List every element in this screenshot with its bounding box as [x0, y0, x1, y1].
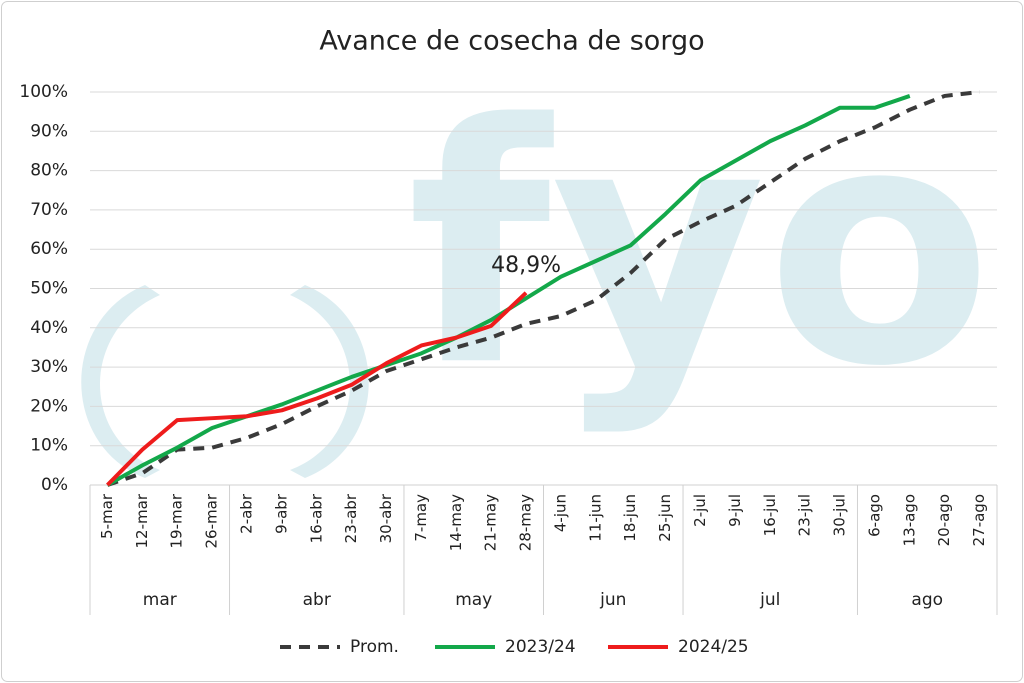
y-tick-label: 60%	[30, 239, 68, 259]
y-tick-label: 20%	[30, 396, 68, 416]
y-tick-label: 90%	[30, 121, 68, 141]
x-tick-label: 2-jul	[691, 494, 709, 527]
legend-label: 2024/25	[678, 637, 749, 657]
x-tick-label: 23-jul	[796, 494, 814, 536]
y-tick-label: 0%	[41, 475, 68, 495]
x-tick-label: 7-may	[412, 494, 430, 542]
x-tick-label: 20-ago	[935, 494, 953, 546]
x-tick-label: 23-abr	[342, 493, 360, 543]
x-tick-label: 9-jul	[726, 494, 744, 527]
watermark-paren	[290, 285, 369, 478]
x-tick-label: 21-may	[482, 494, 500, 551]
x-tick-label: 14-may	[447, 494, 465, 551]
y-tick-label: 100%	[19, 82, 68, 102]
chart-title: Avance de cosecha de sorgo	[319, 26, 704, 57]
y-tick-label: 70%	[30, 200, 68, 220]
x-tick-label: 4-jun	[551, 494, 569, 532]
x-tick-label: 28-may	[517, 494, 535, 551]
x-tick-label: 30-jul	[831, 494, 849, 536]
legend-label: Prom.	[350, 637, 399, 657]
group-label: ago	[911, 590, 943, 610]
x-tick-label: 19-mar	[168, 493, 186, 548]
group-label: may	[455, 590, 492, 610]
x-tick-label: 16-jul	[761, 494, 779, 536]
x-tick-label: 11-jun	[586, 494, 604, 542]
x-tick-label: 27-ago	[970, 494, 988, 546]
watermark-paren	[81, 285, 160, 478]
x-tick-label: 16-abr	[307, 493, 325, 543]
x-tick-label: 26-mar	[203, 493, 221, 548]
series-line	[106, 90, 980, 487]
y-tick-label: 80%	[30, 161, 68, 181]
group-label: abr	[303, 590, 331, 610]
data-label: 48,9%	[491, 253, 561, 278]
group-label: jun	[599, 590, 626, 610]
x-tick-label: 9-abr	[272, 493, 290, 534]
group-label: mar	[143, 590, 177, 610]
watermark-logo	[81, 285, 369, 478]
x-tick-label: 30-abr	[377, 493, 395, 543]
x-tick-label: 13-ago	[900, 494, 918, 546]
group-label: jul	[759, 590, 780, 610]
y-tick-label: 40%	[30, 318, 68, 338]
x-tick-label: 25-jun	[656, 494, 674, 542]
x-tick-label: 12-mar	[133, 493, 151, 548]
y-tick-label: 50%	[30, 279, 68, 299]
legend-label: 2023/24	[505, 637, 576, 657]
x-tick-label: 18-jun	[621, 494, 639, 542]
x-tick-label: 5-mar	[98, 493, 116, 539]
watermark-text: fyo	[407, 54, 992, 438]
y-tick-label: 10%	[30, 436, 68, 456]
y-tick-label: 30%	[30, 357, 68, 377]
series-line	[106, 291, 528, 487]
x-tick-label: 2-abr	[237, 493, 255, 534]
x-tick-label: 6-ago	[865, 494, 883, 537]
